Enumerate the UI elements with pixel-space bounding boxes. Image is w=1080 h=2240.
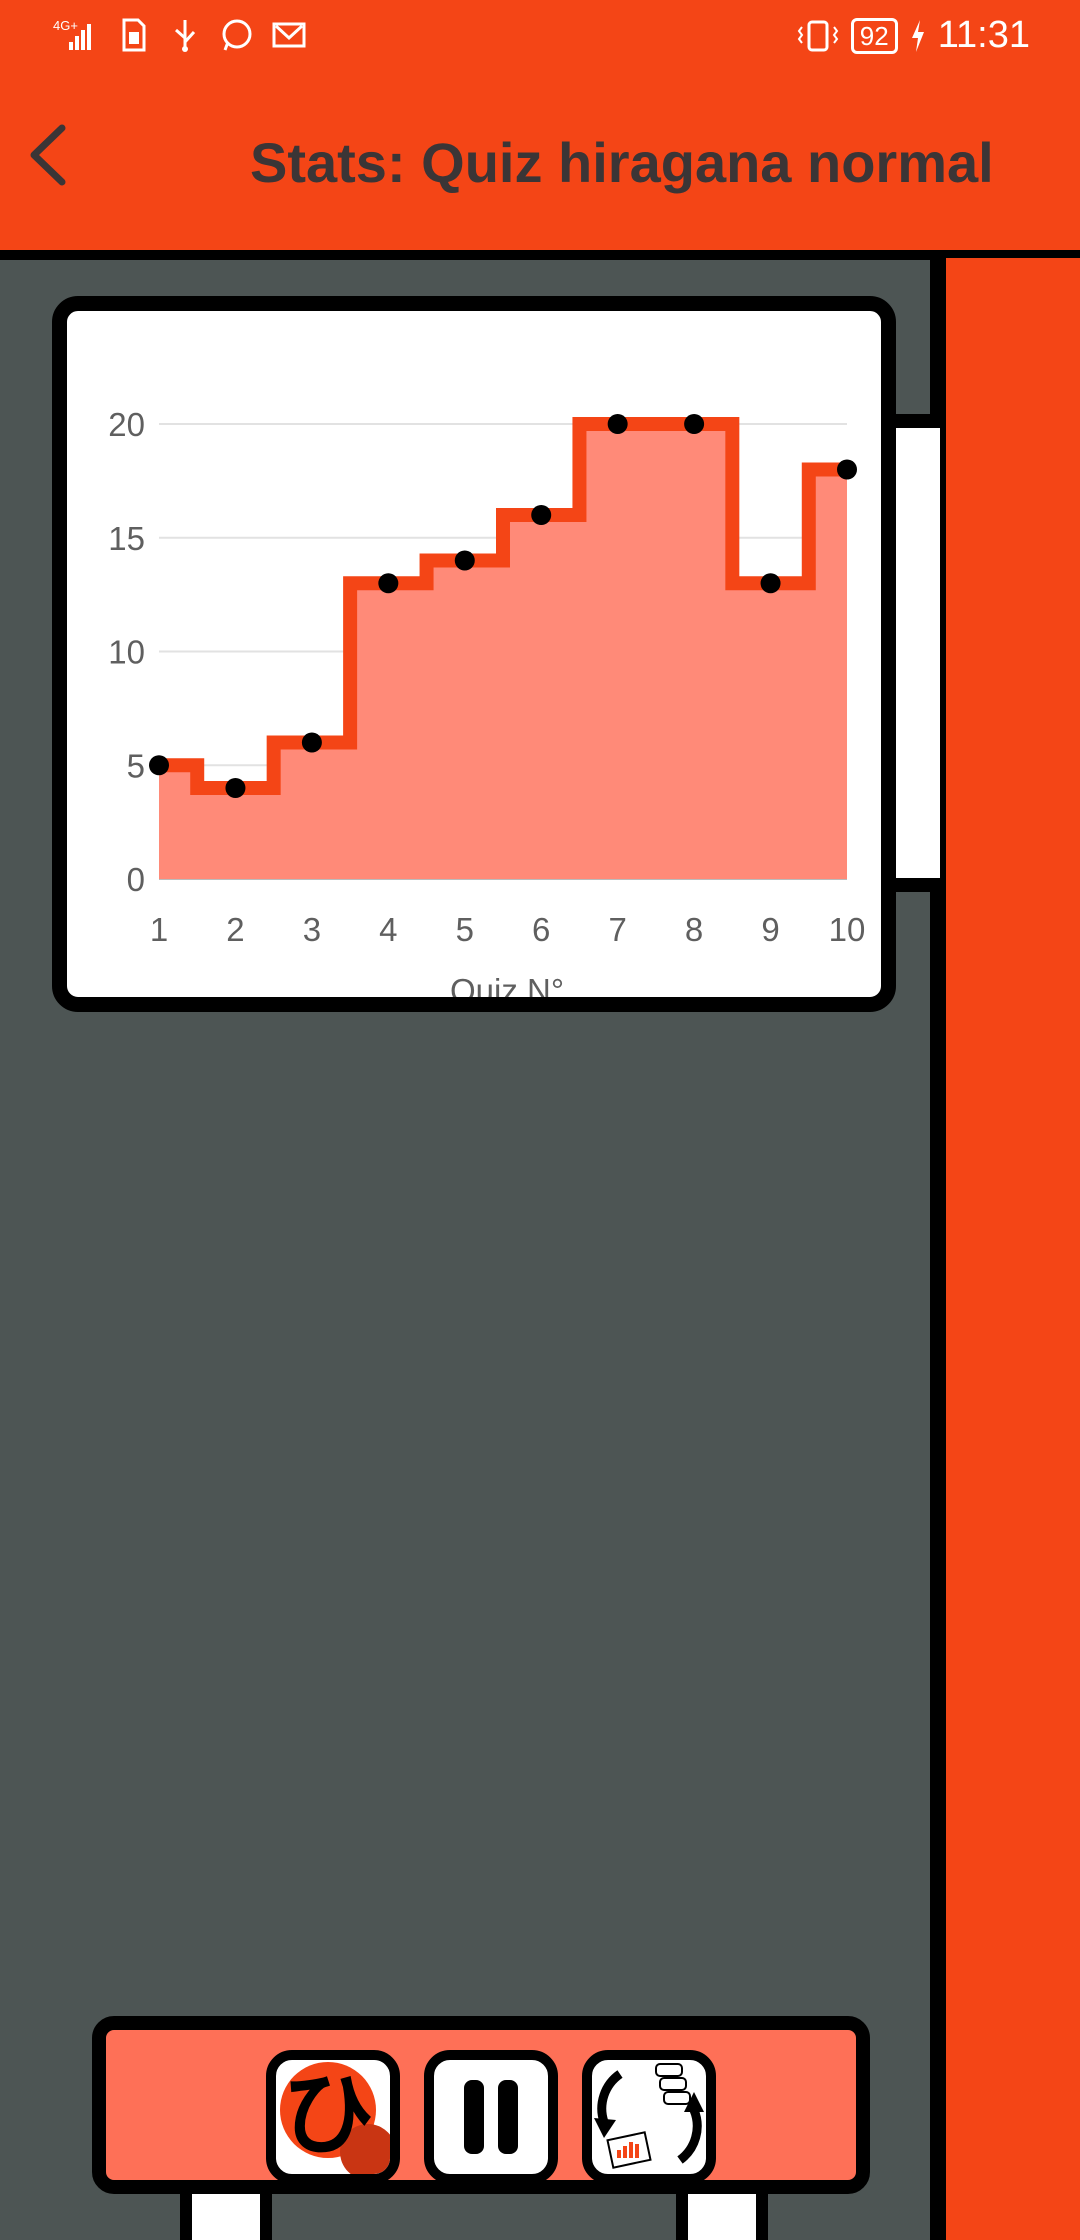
data-point (149, 755, 169, 776)
status-bar: 4G+ 92 11:31 (0, 0, 1080, 80)
y-tick-label: 5 (127, 747, 145, 784)
hiragana-quiz-button[interactable]: ひ (266, 2050, 400, 2184)
y-tick-label: 15 (108, 520, 145, 557)
x-tick-label: 6 (532, 911, 550, 948)
y-tick-label: 20 (108, 406, 145, 443)
battery-level: 92 (850, 17, 898, 54)
score-chart: 0 5 10 15 20 1 2 3 4 5 6 7 8 9 10 Quiz N° (108, 406, 866, 997)
sync-stats-icon (594, 2063, 704, 2169)
x-tick-label: 4 (379, 911, 397, 948)
data-point (378, 573, 399, 594)
app-bar-divider (0, 250, 1080, 260)
data-point (607, 414, 628, 434)
signal-icon: 4G+ (53, 18, 91, 50)
hiragana-glyph: ひ (282, 2061, 374, 2168)
clock: 11:31 (937, 14, 1030, 56)
x-tick-label: 1 (150, 911, 168, 948)
y-tick-label: 10 (108, 634, 145, 671)
toolbar-leg-left (180, 2194, 272, 2240)
y-tick-label: 0 (127, 861, 145, 898)
back-arrow-icon[interactable] (20, 120, 90, 190)
whatsapp-icon (222, 19, 252, 51)
status-icons-right: 92 11:31 (797, 14, 1030, 57)
next-chart-card-edge (890, 414, 940, 892)
series-line (159, 417, 847, 795)
data-point (454, 550, 475, 571)
bottom-toolbar: ひ (92, 2016, 870, 2194)
data-point (531, 505, 552, 525)
data-point (225, 778, 246, 798)
x-tick-label: 7 (608, 911, 626, 948)
next-page-panel[interactable] (930, 258, 1080, 2240)
pause-icon (464, 2080, 518, 2154)
data-point (684, 414, 705, 434)
data-point (301, 732, 322, 753)
app-bar: Stats: Quiz hiragana normal (0, 80, 1080, 250)
x-tick-label: 8 (685, 911, 703, 948)
network-type-label: 4G+ (53, 18, 78, 33)
charging-icon (911, 19, 924, 52)
stats-chart-card: 0 5 10 15 20 1 2 3 4 5 6 7 8 9 10 Quiz N° (52, 296, 896, 1012)
usb-icon (175, 20, 196, 52)
x-tick-label: 3 (303, 911, 321, 948)
x-tick-label: 9 (761, 911, 779, 948)
x-tick-label: 2 (226, 911, 244, 948)
pause-button[interactable] (424, 2050, 558, 2184)
mail-icon (272, 22, 306, 48)
sim-icon (122, 18, 146, 52)
vibrate-icon (797, 20, 839, 51)
x-axis-label: Quiz N° (450, 972, 564, 997)
data-point (760, 573, 781, 594)
series-area-fill (159, 424, 847, 879)
toolbar-leg-right (676, 2194, 768, 2240)
x-tick-label: 10 (829, 911, 866, 948)
page-title: Stats: Quiz hiragana normal (250, 131, 994, 194)
x-tick-label: 5 (456, 911, 474, 948)
hiragana-hi-icon: ひ (280, 2061, 390, 2174)
data-point (837, 459, 857, 480)
status-icons-left: 4G+ (48, 18, 306, 52)
sync-stats-button[interactable] (582, 2050, 716, 2184)
